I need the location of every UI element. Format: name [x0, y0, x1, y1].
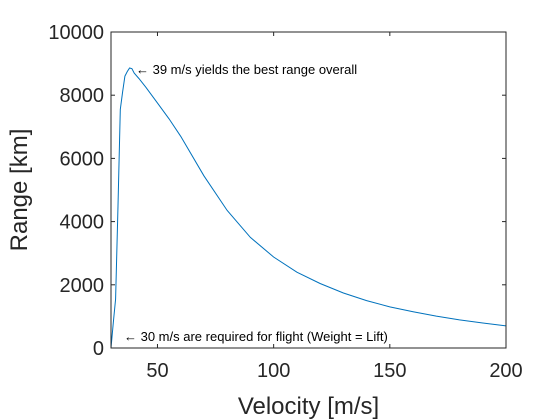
y-tick-label: 0: [93, 338, 104, 360]
x-axis-label: Velocity [m/s]: [238, 393, 379, 420]
range-curve: [110, 67, 507, 349]
y-axis-label: Range [km]: [6, 129, 33, 252]
x-tick-label: 200: [489, 360, 522, 382]
y-tick-label: 10000: [48, 22, 104, 44]
y-tick-label: 2000: [60, 275, 105, 297]
x-tick-label: 100: [257, 360, 290, 382]
y-tick-label: 6000: [60, 148, 105, 170]
plot-area: [111, 32, 506, 348]
y-tick-label: 4000: [60, 212, 105, 234]
x-tick-labels: 50 100 150 200: [146, 360, 522, 382]
x-tick-label: 50: [146, 360, 168, 382]
y-tick-labels: 0 2000 4000 6000 8000 10000: [48, 22, 104, 360]
y-tick-label: 8000: [60, 85, 105, 107]
annotation-best-range: ← 39 m/s yields the best range overall: [136, 62, 357, 77]
axis-ticks: [111, 31, 507, 349]
plot-box: [110, 31, 507, 349]
x-tick-label: 150: [373, 360, 406, 382]
annotation-min-velocity: ← 30 m/s are required for flight (Weight…: [124, 329, 388, 344]
